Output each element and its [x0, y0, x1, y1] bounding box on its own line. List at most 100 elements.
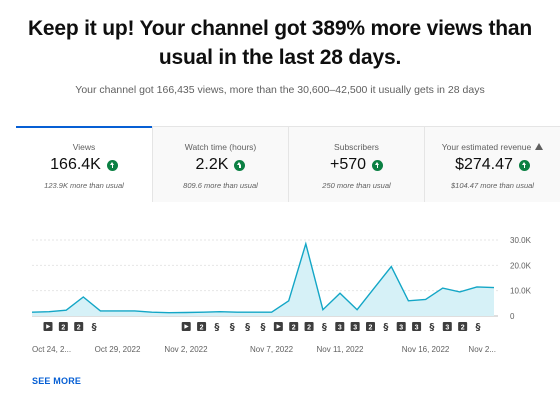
metric-value: 166.4K — [16, 156, 152, 174]
metric-card-subscribers[interactable]: Subscribers +570 250 more than usual — [288, 127, 424, 202]
chart-marker-link: § — [476, 322, 481, 333]
chart-marker-link: § — [322, 322, 327, 333]
chart-marker-video — [181, 322, 191, 331]
link-icon: § — [383, 322, 388, 333]
play-glyph — [276, 324, 281, 329]
count-badge-label: 2 — [461, 324, 465, 331]
views-chart: 0 10.0K 20.0K 30.0K 2 2 § 2 § § § § 2 2 § 3 3 2 § 3 3 § 3 2 § Oct… — [31, 236, 532, 354]
chart-marker-count: 2 — [74, 322, 84, 331]
play-glyph — [46, 324, 51, 329]
x-tick-label: Oct 24, 2... — [32, 345, 71, 354]
count-badge — [366, 322, 375, 331]
chart-marker-count: 3 — [350, 322, 360, 331]
count-badge — [396, 322, 406, 331]
count-badge-label: 3 — [399, 324, 403, 331]
chart-marker-count: 3 — [335, 322, 345, 331]
link-icon: § — [245, 322, 250, 333]
count-badge-label: 3 — [415, 324, 419, 331]
x-tick-label: Nov 11, 2022 — [317, 345, 365, 354]
x-tick-label: Oct 29, 2022 — [95, 345, 141, 354]
count-badge — [289, 322, 299, 331]
count-badge — [350, 322, 360, 331]
count-badge-label: 2 — [77, 324, 81, 331]
chart-marker-count: 2 — [289, 322, 299, 331]
count-badge — [442, 322, 452, 331]
count-badge — [197, 322, 207, 331]
count-badge — [335, 322, 345, 331]
count-badge-label: 2 — [307, 324, 311, 331]
views-line — [31, 241, 495, 314]
chart-marker-link: § — [230, 322, 235, 333]
metric-comparison: $104.47 more than usual — [451, 181, 534, 190]
metric-label: Views — [72, 142, 96, 152]
count-badge — [58, 322, 68, 331]
link-icon: § — [92, 322, 97, 333]
metric-comparison: 809.6 more than usual — [183, 181, 258, 190]
count-badge-label: 2 — [200, 324, 204, 331]
y-tick-label: 0 — [510, 312, 515, 321]
count-badge-label: 3 — [353, 324, 357, 331]
chart-marker-count: 2 — [304, 322, 314, 331]
y-tick-label: 20.0K — [510, 261, 532, 270]
chart-marker-count: 2 — [458, 322, 468, 331]
chart-marker-count: 3 — [396, 322, 406, 331]
link-icon: § — [429, 322, 434, 333]
metric-value-text: +570 — [329, 156, 367, 173]
y-tick-label: 10.0K — [510, 287, 532, 296]
count-badge — [412, 322, 422, 331]
metric-cards: Views 166.4K 123.9K more than usual Watc… — [16, 126, 560, 203]
arrow-up-icon — [106, 159, 118, 171]
link-icon: § — [322, 322, 327, 333]
warning-icon — [535, 143, 544, 151]
metric-value-text: 166.4K — [50, 156, 101, 173]
metric-value-text: $274.47 — [455, 156, 513, 173]
x-tick-label: Nov 7, 2022 — [250, 345, 294, 354]
chart-marker-link: § — [429, 322, 434, 333]
chart-marker-video — [43, 322, 53, 331]
metric-value: 2.2K — [153, 156, 288, 174]
count-badge — [458, 322, 468, 331]
count-badge-label: 2 — [292, 324, 296, 331]
y-tick-label: 30.0K — [510, 236, 532, 245]
metric-card-views[interactable]: Views 166.4K 123.9K more than usual — [16, 126, 152, 202]
count-badge-label: 3 — [338, 324, 342, 331]
count-badge-label: 2 — [61, 324, 65, 331]
see-more-link[interactable]: SEE MORE — [32, 376, 82, 386]
chart-marker-link: § — [261, 322, 266, 333]
chart-marker-count: 2 — [58, 322, 68, 331]
chart-marker-count: 3 — [442, 322, 452, 331]
chart-marker-link: § — [92, 322, 97, 333]
metric-card-watch-time[interactable]: Watch time (hours) 2.2K 809.6 more than … — [152, 127, 288, 202]
count-badge-label: 3 — [445, 324, 449, 331]
chart-marker-count: 2 — [197, 322, 207, 331]
metric-comparison: 123.9K more than usual — [44, 181, 124, 190]
metric-label: Subscribers — [334, 142, 379, 152]
play-glyph — [184, 324, 189, 329]
x-tick-label: Nov 2, 2022 — [164, 345, 208, 354]
x-tick-label: Nov 2... — [468, 345, 496, 354]
x-tick-label: Nov 16, 2022 — [402, 345, 450, 354]
views-area — [32, 243, 494, 316]
chart-marker-link: § — [214, 322, 219, 333]
link-icon: § — [261, 322, 266, 333]
chart-marker-link: § — [383, 322, 388, 333]
link-icon: § — [214, 322, 219, 333]
metric-value-text: 2.2K — [195, 156, 229, 173]
metric-value: +570 — [289, 156, 424, 174]
arrow-up-icon — [234, 159, 246, 171]
count-badge — [304, 322, 314, 331]
subheadline: Your channel got 166,435 views, more tha… — [75, 84, 485, 96]
metric-label: Watch time (hours) — [184, 142, 257, 152]
headline: Keep it up! Your channel got 389% more v… — [27, 17, 533, 69]
chart-marker-count: 3 — [412, 322, 422, 331]
arrow-up-icon — [372, 159, 384, 171]
metric-value: $274.47 — [425, 156, 560, 174]
chart-marker-link: § — [245, 322, 250, 333]
count-badge-label: 2 — [369, 324, 373, 331]
metric-label-text: Your estimated revenue — [441, 142, 532, 152]
chart-marker-video — [273, 322, 283, 331]
metric-card-revenue[interactable]: Your estimated revenue $274.47 $104.47 m… — [424, 127, 560, 202]
link-icon: § — [230, 322, 235, 333]
count-badge — [74, 322, 84, 331]
metric-comparison: 250 more than usual — [322, 181, 391, 190]
